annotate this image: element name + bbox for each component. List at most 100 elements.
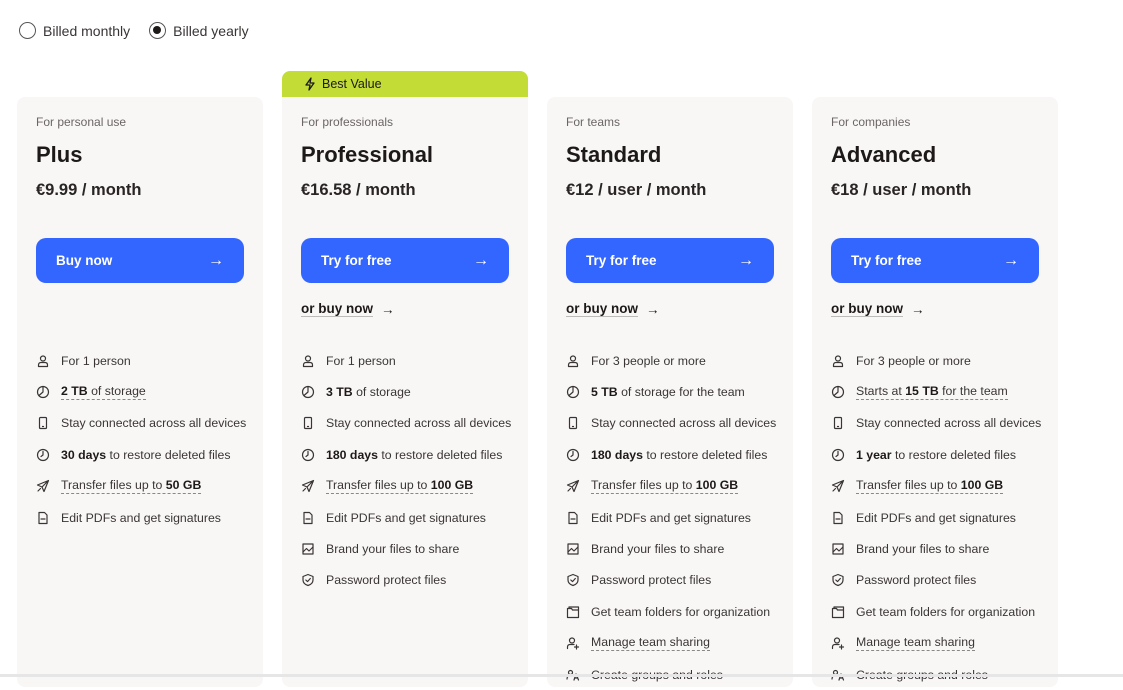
plan-card-plus: For personal use Plus €9.99 / month Buy … [17,97,263,687]
feature-pre: Edit PDFs and get signatures [856,510,1016,525]
feature-text: Edit PDFs and get signatures [326,511,486,525]
feature-bold: 100 GB [960,478,1004,493]
feature-item[interactable]: Transfer files up to 100 GB [831,471,1041,502]
plan-price: €18 / user / month [831,181,972,199]
pdf-icon [568,511,578,524]
radio-yearly[interactable] [149,22,167,39]
feature-text: Brand your files to share [591,542,724,556]
feature-text: 2 TB of storage [61,384,146,401]
feature-item: 1 year to restore deleted files [831,439,1041,470]
feature-item[interactable]: Starts at 15 TB for the team [831,376,1041,407]
arrow-right-icon: → [208,251,224,269]
feature-item: Edit PDFs and get signatures [301,502,511,533]
feature-bold: 50 GB [165,478,202,493]
feature-post: to restore deleted files [377,447,503,462]
feature-pre: Manage team sharing [856,635,975,650]
feature-pre: For 1 person [61,353,131,368]
feature-pre: Stay connected across all devices [591,416,777,431]
feature-text: Brand your files to share [326,542,459,556]
feature-item[interactable]: Manage team sharing [831,628,1041,659]
feature-text: Get team folders for organization [856,605,1035,619]
feature-item: 180 days to restore deleted files [301,439,511,470]
feature-bold: 5 TB [591,385,618,400]
feature-list: For 3 people or more Starts at 15 TB for … [831,345,1041,690]
feature-text: Manage team sharing [591,635,710,652]
pdf-icon [38,511,48,524]
or-buy-now-link[interactable]: or buy now → [566,301,660,317]
device-icon [568,417,578,430]
feature-text: Password protect files [326,573,446,587]
feature-text: 30 days to restore deleted files [61,448,231,462]
or-buy-now-link[interactable]: or buy now → [831,301,925,317]
feature-pre: Transfer files up to [856,478,961,493]
plan-card-standard: For teams Standard €12 / user / month Tr… [547,97,793,687]
billed-monthly-option[interactable]: Billed monthly [19,22,130,39]
feature-pre: Stay connected across all devices [326,416,512,431]
folder-icon [831,606,845,618]
alt-label: or buy now [301,301,373,317]
feature-item[interactable]: Transfer files up to 100 GB [566,471,776,502]
feature-item: 3 TB of storage [301,376,511,407]
feature-item: Password protect files [301,565,511,596]
radio-monthly[interactable] [19,22,36,39]
clock-icon [301,448,315,461]
plan-name: Plus [36,142,83,167]
feature-item: For 3 people or more [566,345,776,376]
feature-pre: Brand your files to share [591,542,725,557]
feature-item: For 1 person [301,345,511,376]
send-icon [566,480,580,493]
cta-label: Try for free [851,253,922,268]
feature-text: Brand your files to share [856,542,989,556]
feature-pre: Transfer files up to [591,478,696,493]
person-icon [302,355,314,367]
plan-audience: For teams [566,115,621,129]
feature-list: For 1 person 3 TB of storage Stay connecte… [301,345,511,596]
arrow-right-icon: → [646,301,660,317]
feature-text: Transfer files up to 100 GB [591,478,739,495]
feature-item: Edit PDFs and get signatures [831,502,1041,533]
plan-cta-button[interactable]: Try for free → [566,238,774,283]
feature-pre: Manage team sharing [591,635,710,650]
plan-audience: For companies [831,115,911,129]
person-icon [832,355,844,367]
feature-pre: Password protect files [326,573,447,588]
feature-item: Stay connected across all devices [566,408,776,439]
feature-item[interactable]: 2 TB of storage [36,376,246,407]
plan-cta-button[interactable]: Try for free → [831,238,1039,283]
plan-cta-button[interactable]: Try for free → [301,238,509,283]
feature-item: For 3 people or more [831,345,1041,376]
plan-cta-button[interactable]: Buy now → [36,238,244,283]
feature-item[interactable]: Transfer files up to 50 GB [36,471,246,502]
feature-pre: Stay connected across all devices [61,416,247,431]
feature-item[interactable]: Manage team sharing [566,628,776,659]
send-icon [36,480,50,493]
send-icon [831,480,845,493]
feature-post: of storage for the team [617,385,745,400]
or-buy-now-link[interactable]: or buy now → [301,301,395,317]
feature-post: to restore deleted files [642,447,768,462]
feature-pre: For 1 person [326,353,396,368]
feature-bold: 1 year [856,447,892,462]
person-add-icon [831,637,845,650]
badge-label: Best Value [322,77,382,91]
feature-item: Password protect files [831,565,1041,596]
feature-text: Edit PDFs and get signatures [61,511,221,525]
feature-item: 180 days to restore deleted files [566,439,776,470]
feature-item[interactable]: Transfer files up to 100 GB [301,471,511,502]
feature-pre: Edit PDFs and get signatures [591,510,751,525]
feature-text: Transfer files up to 100 GB [856,478,1004,495]
feature-item: For 1 person [36,345,246,376]
feature-item: Stay connected across all devices [301,408,511,439]
feature-text: Transfer files up to 50 GB [61,478,202,495]
feature-pre: For 3 people or more [856,353,971,368]
feature-text: 1 year to restore deleted files [856,448,1016,462]
plan-card-professional: For professionals Professional €16.58 / … [282,97,528,687]
feature-item: 30 days to restore deleted files [36,439,246,470]
plan-audience: For personal use [36,115,127,129]
alt-label: or buy now [566,301,638,317]
billed-yearly-option[interactable]: Billed yearly [149,22,249,39]
feature-item: Get team folders for organization [566,596,776,627]
person-icon [567,355,579,367]
feature-text: Get team folders for organization [591,605,770,619]
device-icon [833,417,843,430]
